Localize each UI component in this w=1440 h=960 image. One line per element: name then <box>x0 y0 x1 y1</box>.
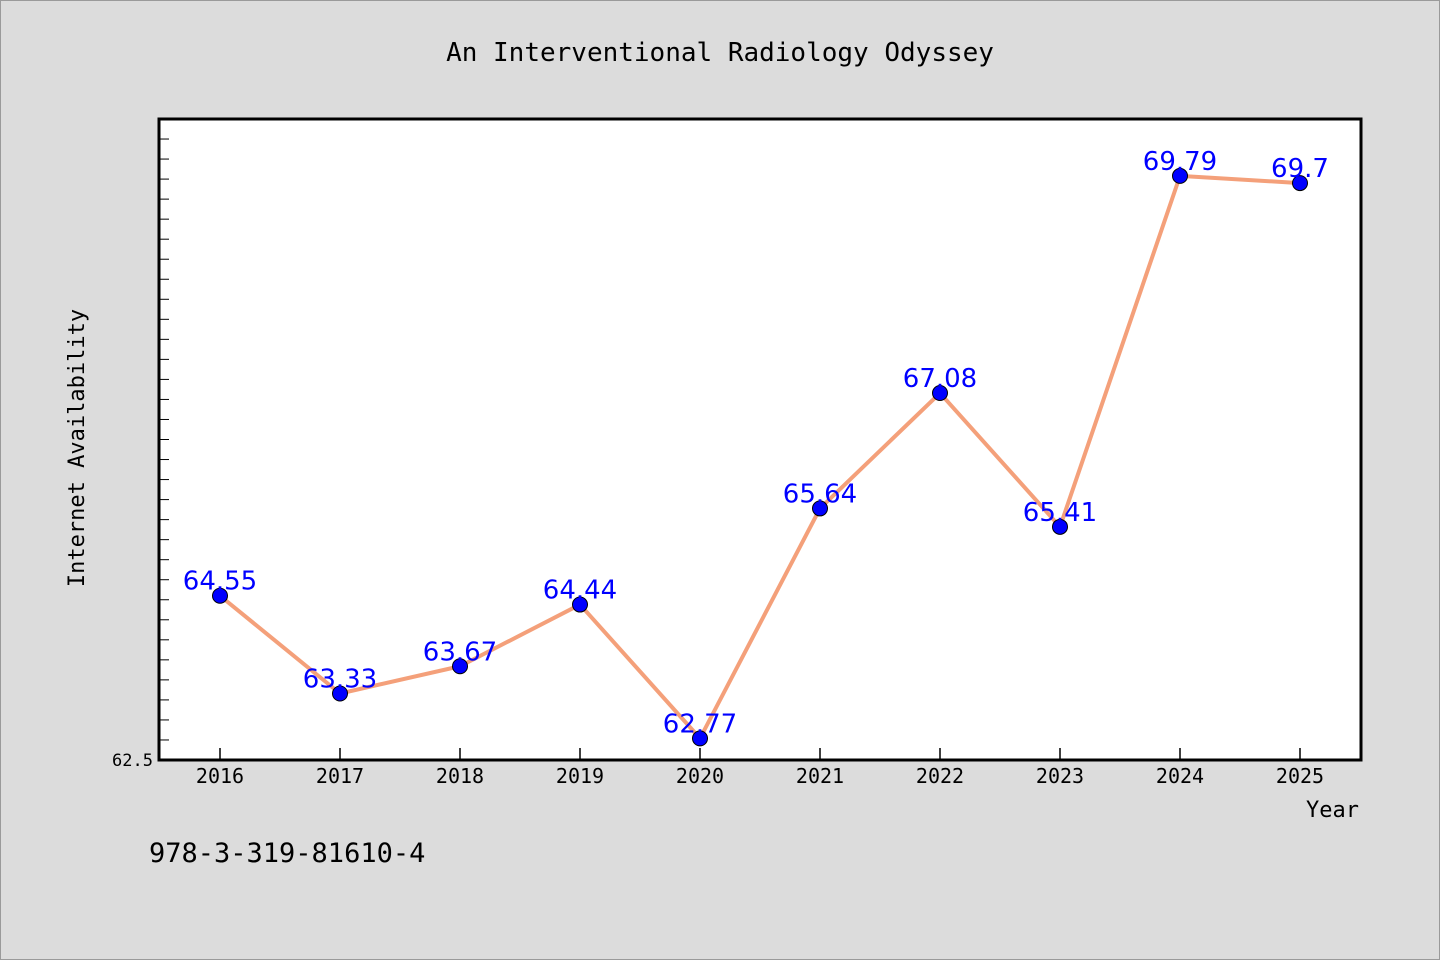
chart-title: An Interventional Radiology Odyssey <box>446 38 994 68</box>
data-labels: 64.55 63.33 63.67 64.44 62.77 65.64 67.08 65.41… <box>183 147 1329 739</box>
x-axis-label: Year <box>1306 798 1359 823</box>
data-point <box>692 730 708 747</box>
data-label: 62.77 <box>663 709 737 739</box>
x-tick-label: 2021 <box>796 764 844 788</box>
data-label: 63.33 <box>303 664 377 694</box>
y-axis-minor-ticks <box>159 138 169 741</box>
data-label: 69.79 <box>1143 147 1217 177</box>
data-point <box>1292 175 1308 192</box>
x-tick-label: 2025 <box>1276 764 1324 788</box>
x-tick-label: 2023 <box>1036 764 1084 788</box>
data-point <box>212 587 228 604</box>
x-tick-label: 2019 <box>556 764 604 788</box>
x-axis-tick-labels: 2016 2017 2018 2019 2020 2021 2022 2023 2024 2025 <box>196 764 1324 788</box>
plot-area <box>157 117 1363 762</box>
footer-isbn: 978-3-319-81610-4 <box>149 838 425 869</box>
data-label: 65.41 <box>1023 498 1097 528</box>
data-label: 65.64 <box>783 479 857 509</box>
data-point <box>1052 518 1068 535</box>
y-tick-label: 62.5 <box>112 751 153 771</box>
x-tick-label: 2016 <box>196 764 244 788</box>
series-line <box>218 173 1302 741</box>
x-axis-ticks <box>219 748 1301 760</box>
x-tick-label: 2022 <box>916 764 964 788</box>
series-markers <box>212 167 1308 747</box>
data-label: 67.08 <box>903 364 977 394</box>
data-point <box>812 500 828 517</box>
data-point <box>1172 167 1188 184</box>
data-point <box>932 385 948 402</box>
data-point <box>332 685 348 702</box>
y-axis-label: Internet Availability <box>65 309 90 587</box>
x-tick-label: 2017 <box>316 764 364 788</box>
x-tick-label: 2018 <box>436 764 484 788</box>
data-label: 63.67 <box>423 637 497 667</box>
x-tick-label: 2020 <box>676 764 724 788</box>
data-label: 64.44 <box>543 576 617 606</box>
data-point <box>452 658 468 675</box>
data-label: 69.7 <box>1271 154 1329 184</box>
data-point <box>572 596 588 613</box>
data-label: 64.55 <box>183 567 257 597</box>
x-tick-label: 2024 <box>1156 764 1204 788</box>
